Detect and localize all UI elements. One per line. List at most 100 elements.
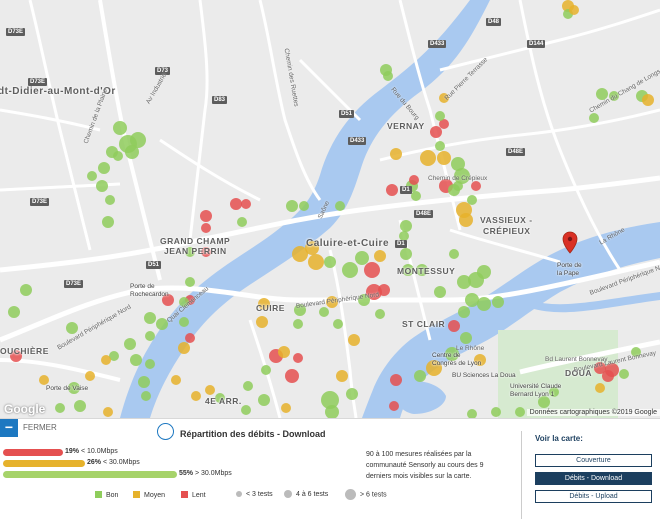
measurement-dot[interactable] (609, 91, 619, 101)
measurement-dot[interactable] (101, 355, 111, 365)
measurement-dot[interactable] (230, 198, 242, 210)
measurement-dot[interactable] (474, 354, 486, 366)
measurement-dot[interactable] (515, 407, 525, 417)
measurement-dot[interactable] (386, 184, 398, 196)
measurement-dot[interactable] (321, 391, 339, 409)
measurement-dot[interactable] (457, 275, 471, 289)
measurement-dot[interactable] (85, 371, 95, 381)
measurement-dot[interactable] (68, 382, 80, 394)
measurement-dot[interactable] (459, 213, 473, 227)
measurement-dot[interactable] (10, 350, 22, 362)
measurement-dot[interactable] (305, 241, 319, 255)
measurement-dot[interactable] (156, 318, 168, 330)
measurement-dot[interactable] (336, 370, 348, 382)
measurement-dot[interactable] (201, 247, 211, 257)
measurement-dot[interactable] (215, 393, 225, 403)
measurement-dot[interactable] (319, 307, 329, 317)
measurement-dot[interactable] (414, 370, 426, 382)
measurement-dot[interactable] (435, 141, 445, 151)
measurement-dot[interactable] (258, 394, 270, 406)
measurement-dot[interactable] (326, 296, 338, 308)
measurement-dot[interactable] (411, 191, 421, 201)
measurement-dot[interactable] (285, 369, 299, 383)
close-label[interactable]: FERMER (23, 423, 57, 432)
measurement-dot[interactable] (465, 293, 479, 307)
measurement-dot[interactable] (261, 365, 271, 375)
measurement-dot[interactable] (281, 403, 291, 413)
measurement-dot[interactable] (185, 247, 195, 257)
measurement-dot[interactable] (102, 216, 114, 228)
measurement-dot[interactable] (467, 195, 477, 205)
measurement-dot[interactable] (113, 121, 127, 135)
measurement-dot[interactable] (105, 195, 115, 205)
measurement-dot[interactable] (324, 256, 336, 268)
close-button[interactable]: − (0, 419, 18, 437)
measurement-dot[interactable] (492, 296, 504, 308)
measurement-dot[interactable] (399, 231, 409, 241)
measurement-dot[interactable] (378, 284, 390, 296)
measurement-dot[interactable] (333, 319, 343, 329)
measurement-dot[interactable] (538, 396, 550, 408)
measurement-dot[interactable] (185, 333, 195, 343)
map-canvas[interactable] (0, 0, 660, 418)
measurement-dot[interactable] (74, 400, 86, 412)
measurement-dot[interactable] (87, 171, 97, 181)
measurement-dot[interactable] (171, 375, 181, 385)
measurement-dot[interactable] (342, 262, 358, 278)
view-button-0[interactable]: Couverture (535, 454, 652, 467)
measurement-dot[interactable] (346, 388, 358, 400)
measurement-dot[interactable] (348, 334, 360, 346)
measurement-dot[interactable] (435, 111, 445, 121)
measurement-dot[interactable] (619, 369, 629, 379)
measurement-dot[interactable] (453, 181, 463, 191)
measurement-dot[interactable] (191, 391, 201, 401)
measurement-dot[interactable] (125, 145, 139, 159)
measurement-dot[interactable] (96, 180, 108, 192)
measurement-dot[interactable] (400, 248, 412, 260)
measurement-dot[interactable] (437, 151, 451, 165)
measurement-dot[interactable] (477, 297, 491, 311)
measurement-dot[interactable] (355, 251, 369, 265)
measurement-dot[interactable] (103, 407, 113, 417)
measurement-dot[interactable] (549, 387, 559, 397)
measurement-dot[interactable] (308, 254, 324, 270)
measurement-dot[interactable] (124, 338, 136, 350)
view-button-2[interactable]: Débits - Upload (535, 490, 652, 503)
measurement-dot[interactable] (358, 294, 370, 306)
measurement-dot[interactable] (141, 391, 151, 401)
measurement-dot[interactable] (439, 119, 449, 129)
measurement-dot[interactable] (130, 132, 146, 148)
measurement-dot[interactable] (66, 322, 78, 334)
measurement-dot[interactable] (439, 93, 449, 103)
measurement-dot[interactable] (205, 385, 215, 395)
measurement-dot[interactable] (491, 407, 501, 417)
measurement-dot[interactable] (375, 309, 385, 319)
measurement-dot[interactable] (278, 346, 290, 358)
measurement-dot[interactable] (138, 376, 150, 388)
measurement-dot[interactable] (471, 181, 481, 191)
measurement-dot[interactable] (451, 157, 465, 171)
measurement-dot[interactable] (416, 264, 428, 276)
measurement-dot[interactable] (185, 277, 195, 287)
measurement-dot[interactable] (445, 347, 459, 361)
measurement-dot[interactable] (98, 162, 110, 174)
measurement-dot[interactable] (390, 148, 402, 160)
measurement-dot[interactable] (458, 306, 470, 318)
measurement-dot[interactable] (402, 264, 414, 276)
measurement-dot[interactable] (454, 168, 470, 184)
measurement-dot[interactable] (294, 304, 306, 316)
measurement-dot[interactable] (113, 151, 123, 161)
measurement-dot[interactable] (589, 113, 599, 123)
measurement-dot[interactable] (237, 217, 247, 227)
measurement-dot[interactable] (594, 362, 606, 374)
measurement-dot[interactable] (201, 223, 211, 233)
measurement-dot[interactable] (292, 246, 308, 262)
measurement-dot[interactable] (449, 249, 459, 259)
measurement-dot[interactable] (144, 312, 156, 324)
measurement-dot[interactable] (179, 317, 189, 327)
measurement-dot[interactable] (596, 88, 608, 100)
measurement-dot[interactable] (145, 359, 155, 369)
measurement-dot[interactable] (448, 320, 460, 332)
view-button-1[interactable]: Débits - Download (535, 472, 652, 485)
measurement-dot[interactable] (55, 403, 65, 413)
